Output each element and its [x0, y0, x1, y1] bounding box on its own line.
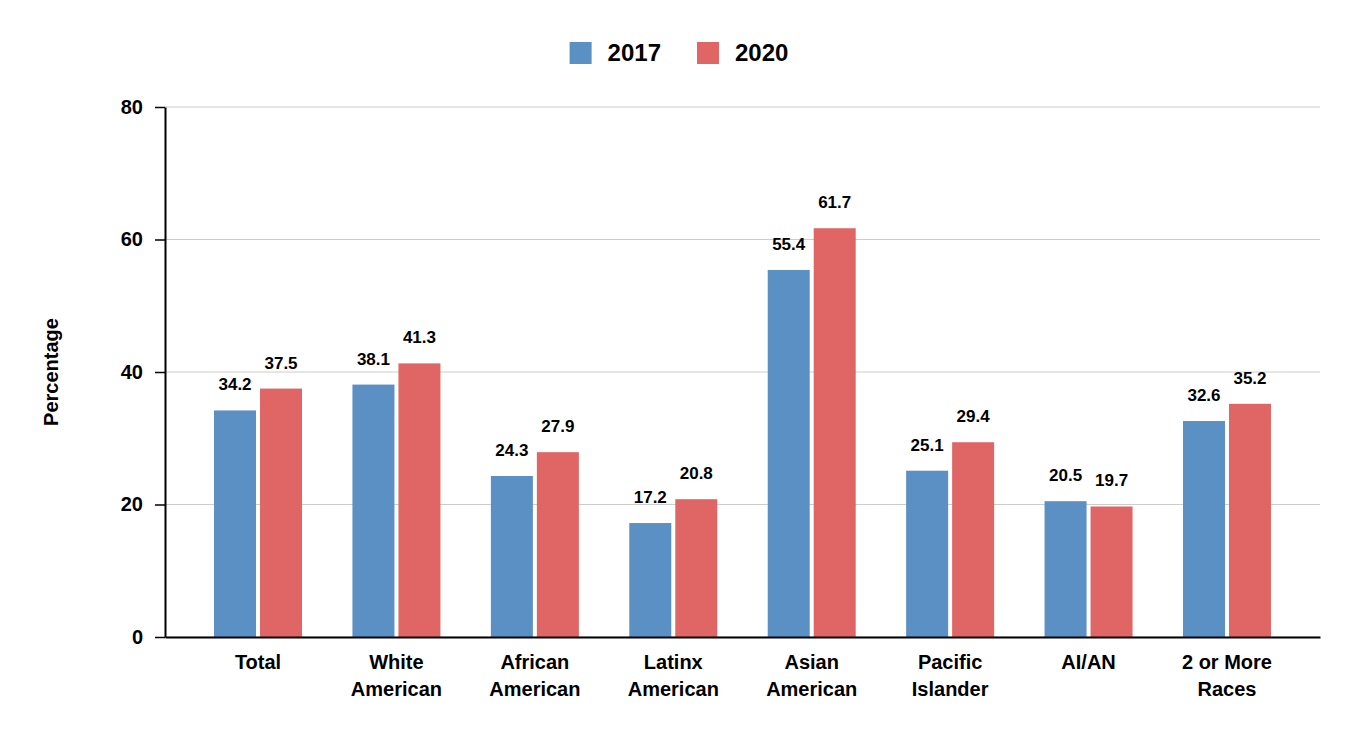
bar — [1229, 404, 1271, 637]
tick: 2 or MoreRaces — [1182, 637, 1272, 700]
legend-item: 2017 — [570, 39, 661, 66]
grid-line — [165, 107, 1320, 108]
tick: AsianAmerican — [766, 637, 857, 700]
data-label: 19.7 — [1095, 471, 1128, 490]
bar — [814, 228, 856, 637]
data-label: 20.5 — [1049, 466, 1082, 485]
bar — [768, 270, 810, 637]
data-label: 27.9 — [541, 417, 574, 436]
bar — [352, 385, 394, 637]
data-label: 20.8 — [680, 464, 713, 483]
tick-label: 2 or MoreRaces — [1182, 651, 1272, 700]
tick: Total — [235, 637, 281, 673]
tick: AI/AN — [1061, 637, 1115, 673]
legend-swatch — [570, 42, 592, 64]
bar — [491, 476, 533, 637]
tick-label: 20 — [121, 493, 143, 515]
tick-mark — [155, 504, 165, 506]
tick: 80 — [121, 96, 165, 118]
data-label: 24.3 — [495, 441, 528, 460]
bar — [1091, 506, 1133, 637]
tick-mark — [155, 107, 165, 109]
data-label: 55.4 — [772, 235, 806, 254]
tick-label: 40 — [121, 361, 143, 383]
tick-label: 60 — [121, 228, 143, 250]
bar — [398, 363, 440, 637]
bar — [260, 389, 302, 637]
y-axis-title: Percentage — [40, 318, 62, 426]
data-label: 37.5 — [264, 354, 297, 373]
data-labels: 34.2 38.1 24.3 17.2 55.4 25.1 20.5 32.6 37.5 41.3… — [218, 193, 1266, 507]
legend-item: 2020 — [697, 39, 788, 66]
tick: WhiteAmerican — [351, 637, 442, 700]
tick: 40 — [121, 361, 165, 383]
data-label: 29.4 — [957, 407, 991, 426]
tick-mark — [155, 372, 165, 374]
data-label: 17.2 — [634, 488, 667, 507]
data-label: 35.2 — [1233, 369, 1266, 388]
chart: 34.2 38.1 24.3 17.2 55.4 25.1 20.5 32.6 37.5 41.3… — [0, 0, 1358, 742]
tick-label: AI/AN — [1061, 651, 1115, 673]
tick: 20 — [121, 493, 165, 515]
grid — [165, 107, 1320, 637]
data-label: 61.7 — [818, 193, 851, 212]
bar — [629, 523, 671, 637]
legend-swatch — [697, 42, 719, 64]
bar — [214, 410, 256, 637]
data-label: 41.3 — [403, 328, 436, 347]
tick-label: AsianAmerican — [766, 651, 857, 700]
grid-line — [165, 239, 1320, 240]
tick: 60 — [121, 228, 165, 250]
bar — [1045, 501, 1087, 637]
tick-label: AfricanAmerican — [489, 651, 580, 700]
bar — [906, 471, 948, 637]
bars — [214, 228, 1271, 637]
data-label: 38.1 — [357, 350, 390, 369]
tick: PacificIslander — [912, 637, 989, 700]
legend: 2017 2020 — [570, 39, 789, 66]
grid-line — [165, 637, 1320, 638]
tick-label: Total — [235, 651, 281, 673]
tick-mark — [155, 637, 165, 639]
bar — [675, 499, 717, 637]
data-label: 34.2 — [218, 375, 251, 394]
y-axis: 0 20 40 60 80 — [121, 96, 166, 648]
tick: LatinxAmerican — [628, 637, 719, 700]
tick-mark — [155, 239, 165, 241]
legend-label: 2020 — [735, 39, 788, 66]
axis-line — [166, 637, 1321, 639]
tick-label: PacificIslander — [912, 651, 989, 700]
tick-label: 80 — [121, 96, 143, 118]
data-label: 32.6 — [1187, 386, 1220, 405]
legend-label: 2017 — [608, 39, 661, 66]
x-axis: Total WhiteAmerican AfricanAmerican LatinxA… — [166, 637, 1321, 700]
grid-line — [165, 372, 1320, 373]
data-label: 25.1 — [911, 436, 944, 455]
bar — [952, 442, 994, 637]
bar — [1183, 421, 1225, 637]
grid-line — [165, 504, 1320, 505]
tick-label: 0 — [132, 626, 143, 648]
bar — [537, 452, 579, 637]
tick: 0 — [132, 626, 165, 648]
tick-label: LatinxAmerican — [628, 651, 719, 700]
tick-label: WhiteAmerican — [351, 651, 442, 700]
tick: AfricanAmerican — [489, 637, 580, 700]
